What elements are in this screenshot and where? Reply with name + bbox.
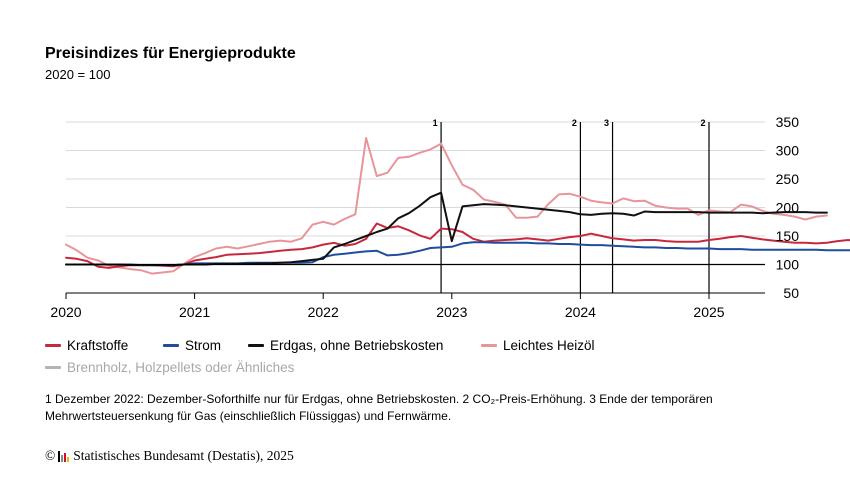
legend-item-heizoel: Leichtes Heizöl xyxy=(481,338,595,353)
page-subtitle: 2020 = 100 xyxy=(45,67,111,82)
legend-swatch xyxy=(45,366,61,369)
legend-swatch xyxy=(163,344,179,347)
x-tick-label: 2024 xyxy=(565,304,596,320)
x-tick-label: 2023 xyxy=(436,304,467,320)
y-tick-label: 150 xyxy=(776,228,800,244)
source-text: Statistisches Bundesamt (Destatis), 2025 xyxy=(73,448,294,463)
footnotes: 1 Dezember 2022: Dezember-Soforthilfe nu… xyxy=(45,392,713,423)
y-tick-label: 350 xyxy=(776,114,800,130)
series-line-1 xyxy=(65,241,850,267)
series-line-3 xyxy=(65,137,828,275)
y-tick-label: 250 xyxy=(776,171,800,187)
legend-label: Kraftstoffe xyxy=(67,338,129,353)
legend-item-strom: Strom xyxy=(163,338,221,353)
grid-lines xyxy=(66,121,765,265)
line-chart: 1 2 3 2 50 100 150 200 250 300 350 2020 2021 2022 202… xyxy=(50,114,850,320)
x-tick-label: 2025 xyxy=(693,304,724,320)
legend-swatch xyxy=(248,344,264,347)
copyright-symbol: © xyxy=(45,448,56,463)
page-title: Preisindizes für Energieprodukte xyxy=(45,45,296,62)
source-line: © Statistisches Bundesamt (Destatis), 20… xyxy=(45,448,294,464)
legend-label: Leichtes Heizöl xyxy=(503,338,595,353)
y-tick-label: 100 xyxy=(776,257,800,273)
legend-label: Strom xyxy=(185,338,222,353)
legend-swatch xyxy=(45,344,61,347)
y-tick-label: 50 xyxy=(783,285,799,301)
destatis-logo-icon xyxy=(58,450,70,462)
x-tick-label: 2020 xyxy=(50,304,81,320)
x-tick-label: 2022 xyxy=(308,304,339,320)
legend-label: Erdgas, ohne Betriebskosten xyxy=(270,338,444,353)
y-tick-label: 300 xyxy=(776,143,800,159)
legend-item-kraftstoffe: Kraftstoffe xyxy=(45,338,128,353)
x-tick-label: 2021 xyxy=(179,304,210,320)
y-tick-label: 200 xyxy=(776,200,800,216)
annotation-label: 1 xyxy=(433,118,438,128)
legend-item-erdgas: Erdgas, ohne Betriebskosten xyxy=(248,338,443,353)
legend-swatch xyxy=(481,344,497,347)
legend-item-brennholz: Brennholz, Holzpellets oder Ähnliches xyxy=(45,360,294,375)
series-lines xyxy=(65,137,850,275)
annotation-label: 2 xyxy=(572,118,577,128)
legend-label: Brennholz, Holzpellets oder Ähnliches xyxy=(67,360,295,375)
axes: 50 100 150 200 250 300 350 2020 2021 2022 2023 2024… xyxy=(50,114,799,320)
annotation-label: 2 xyxy=(700,118,705,128)
annotation-label: 3 xyxy=(604,118,609,128)
